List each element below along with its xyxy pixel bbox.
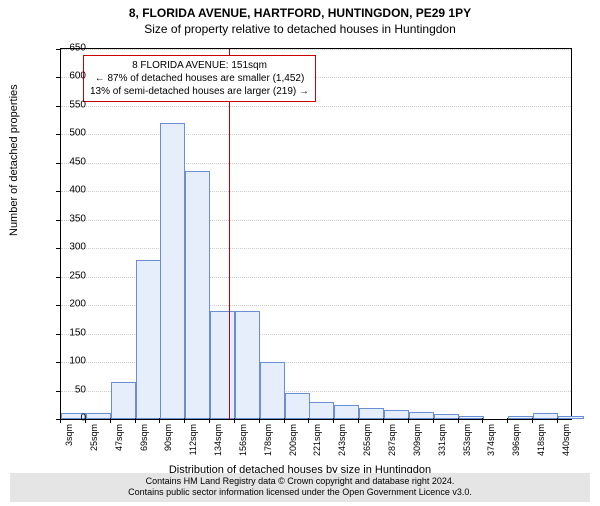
- histogram-bar: [86, 413, 111, 419]
- ytick-label: 200: [46, 299, 86, 310]
- histogram-bar: [260, 362, 285, 419]
- xtick-label: 440sqm: [561, 424, 571, 468]
- gridline: [61, 191, 571, 192]
- xtick-label: 396sqm: [511, 424, 521, 468]
- ytick-label: 450: [46, 156, 86, 167]
- xtick-mark: [110, 418, 111, 423]
- gridline: [61, 106, 571, 107]
- ytick-label: 400: [46, 185, 86, 196]
- xtick-mark: [184, 418, 185, 423]
- gridline: [61, 163, 571, 164]
- xtick-label: 353sqm: [462, 424, 472, 468]
- xtick-label: 265sqm: [362, 424, 372, 468]
- histogram-bar: [111, 382, 136, 419]
- xtick-label: 112sqm: [188, 424, 198, 468]
- ytick-label: 150: [46, 327, 86, 338]
- xtick-mark: [135, 418, 136, 423]
- xtick-mark: [85, 418, 86, 423]
- reference-line: [229, 49, 230, 419]
- histogram-bar: [359, 408, 384, 419]
- ytick-label: 300: [46, 242, 86, 253]
- xtick-label: 331sqm: [437, 424, 447, 468]
- histogram-bar: [434, 414, 459, 419]
- xtick-mark: [308, 418, 309, 423]
- histogram-bar: [384, 410, 409, 419]
- ytick-label: 350: [46, 213, 86, 224]
- xtick-mark: [507, 418, 508, 423]
- ytick-label: 0: [46, 413, 86, 424]
- ytick-label: 50: [46, 384, 86, 395]
- ytick-label: 500: [46, 128, 86, 139]
- xtick-mark: [60, 418, 61, 423]
- xtick-label: 221sqm: [312, 424, 322, 468]
- gridline: [61, 220, 571, 221]
- histogram-bar: [235, 311, 260, 419]
- xtick-label: 3sqm: [64, 424, 74, 468]
- xtick-mark: [358, 418, 359, 423]
- xtick-label: 200sqm: [288, 424, 298, 468]
- gridline: [61, 134, 571, 135]
- footer-line1: Contains HM Land Registry data © Crown c…: [146, 476, 455, 486]
- histogram-bar: [210, 311, 235, 419]
- y-axis-label: Number of detached properties: [8, 84, 20, 236]
- xtick-mark: [259, 418, 260, 423]
- xtick-label: 90sqm: [163, 424, 173, 468]
- plot-area: 8 FLORIDA AVENUE: 151sqm ← 87% of detache…: [60, 48, 572, 420]
- histogram-bar: [508, 416, 533, 419]
- histogram-bar: [334, 405, 359, 419]
- xtick-mark: [557, 418, 558, 423]
- xtick-mark: [284, 418, 285, 423]
- histogram-bar: [136, 260, 161, 419]
- ytick-label: 550: [46, 99, 86, 110]
- histogram-bar: [185, 171, 210, 419]
- xtick-label: 309sqm: [412, 424, 422, 468]
- ytick-label: 650: [46, 43, 86, 54]
- ytick-label: 250: [46, 270, 86, 281]
- footer-line2: Contains public sector information licen…: [128, 487, 472, 497]
- chart-container: 8, FLORIDA AVENUE, HARTFORD, HUNTINGDON,…: [0, 6, 600, 506]
- xtick-label: 243sqm: [337, 424, 347, 468]
- xtick-label: 69sqm: [139, 424, 149, 468]
- xtick-mark: [333, 418, 334, 423]
- xtick-mark: [532, 418, 533, 423]
- xtick-mark: [209, 418, 210, 423]
- xtick-mark: [433, 418, 434, 423]
- ytick-label: 100: [46, 356, 86, 367]
- histogram-bar: [309, 402, 334, 419]
- xtick-label: 156sqm: [238, 424, 248, 468]
- xtick-mark: [408, 418, 409, 423]
- xtick-label: 374sqm: [486, 424, 496, 468]
- xtick-mark: [383, 418, 384, 423]
- xtick-mark: [159, 418, 160, 423]
- info-line2: ← 87% of detached houses are smaller (1,…: [95, 73, 305, 84]
- histogram-bar: [160, 123, 185, 419]
- histogram-bar: [285, 393, 310, 419]
- xtick-label: 418sqm: [536, 424, 546, 468]
- title-address: 8, FLORIDA AVENUE, HARTFORD, HUNTINGDON,…: [0, 6, 600, 20]
- xtick-mark: [482, 418, 483, 423]
- xtick-label: 25sqm: [89, 424, 99, 468]
- histogram-bar: [459, 416, 484, 419]
- xtick-label: 134sqm: [213, 424, 223, 468]
- xtick-mark: [234, 418, 235, 423]
- xtick-label: 287sqm: [387, 424, 397, 468]
- info-line3: 13% of semi-detached houses are larger (…: [90, 86, 309, 97]
- info-line1: 8 FLORIDA AVENUE: 151sqm: [132, 60, 267, 71]
- histogram-bar: [558, 416, 583, 419]
- info-box: 8 FLORIDA AVENUE: 151sqm ← 87% of detache…: [83, 55, 316, 102]
- gridline: [61, 248, 571, 249]
- title-subtitle: Size of property relative to detached ho…: [0, 22, 600, 36]
- xtick-mark: [458, 418, 459, 423]
- xtick-label: 47sqm: [114, 424, 124, 468]
- histogram-bar: [533, 413, 558, 419]
- ytick-label: 600: [46, 71, 86, 82]
- histogram-bar: [409, 412, 434, 419]
- xtick-label: 178sqm: [263, 424, 273, 468]
- footer-attribution: Contains HM Land Registry data © Crown c…: [10, 473, 590, 502]
- gridline: [61, 49, 571, 50]
